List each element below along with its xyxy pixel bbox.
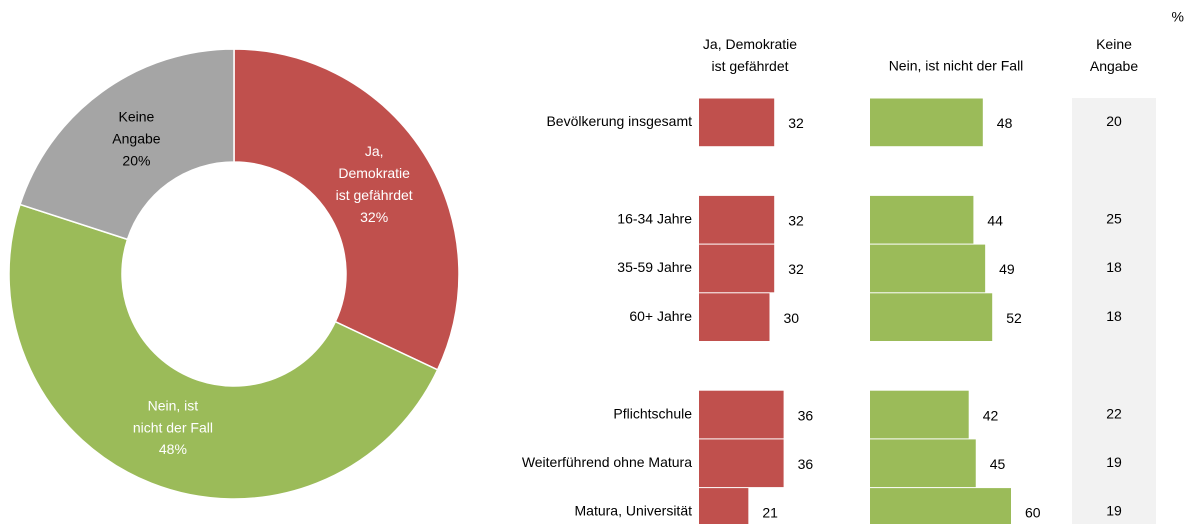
value-label: 44 [987, 212, 1003, 228]
category-label: Pflichtschule [613, 405, 692, 421]
bar [870, 293, 993, 341]
slice-label: Nein, ist nicht der Fall [133, 397, 213, 435]
bar [870, 390, 969, 439]
value-label: 45 [990, 456, 1006, 472]
value-label: 18 [1106, 259, 1122, 275]
bar [870, 244, 986, 293]
value-label: 22 [1106, 405, 1122, 421]
value-label: 21 [762, 505, 778, 521]
column-header: Keine Angabe [1090, 36, 1138, 74]
slice-value-label: 32% [360, 209, 388, 225]
donut-slice [233, 48, 460, 371]
bar [870, 488, 1011, 524]
bar [870, 98, 983, 147]
slice-value-label: 20% [122, 152, 150, 168]
column-background [1072, 98, 1156, 524]
unit-label: % [1172, 9, 1184, 25]
category-label: 60+ Jahre [629, 308, 692, 324]
donut-slice [19, 48, 235, 241]
bar [699, 98, 775, 147]
column-header: Ja, Demokratie ist gefährdet [703, 36, 797, 74]
column-header: Nein, ist nicht der Fall [889, 58, 1024, 74]
value-label: 20 [1106, 113, 1122, 129]
value-label: 48 [997, 115, 1013, 131]
slice-label: Ja, Demokratie ist gefährdet [336, 143, 413, 203]
value-label: 36 [798, 407, 814, 423]
donut-slice [8, 203, 439, 500]
category-label: Weiterführend ohne Matura [522, 454, 692, 470]
bar [699, 244, 775, 293]
value-label: 32 [788, 212, 804, 228]
value-label: 30 [784, 310, 800, 326]
value-label: 32 [788, 115, 804, 131]
bar [699, 439, 784, 488]
slice-value-label: 48% [159, 441, 187, 457]
value-label: 18 [1106, 308, 1122, 324]
slice-label: Keine Angabe [112, 108, 160, 146]
value-label: 19 [1106, 454, 1122, 470]
value-label: 32 [788, 261, 804, 277]
value-label: 52 [1006, 310, 1022, 326]
bar [870, 439, 976, 488]
value-label: 49 [999, 261, 1015, 277]
value-label: 36 [798, 456, 814, 472]
category-label: Bevölkerung insgesamt [546, 113, 692, 129]
bar [699, 195, 775, 244]
category-label: Matura, Universität [575, 503, 693, 519]
value-label: 25 [1106, 210, 1122, 226]
value-label: 42 [983, 407, 999, 423]
bar [870, 195, 974, 244]
bar [699, 293, 770, 341]
value-label: 19 [1106, 503, 1122, 519]
value-label: 60 [1025, 505, 1041, 521]
category-label: 16-34 Jahre [617, 210, 692, 226]
bar [699, 488, 749, 524]
bar [699, 390, 784, 439]
category-label: 35-59 Jahre [617, 259, 692, 275]
